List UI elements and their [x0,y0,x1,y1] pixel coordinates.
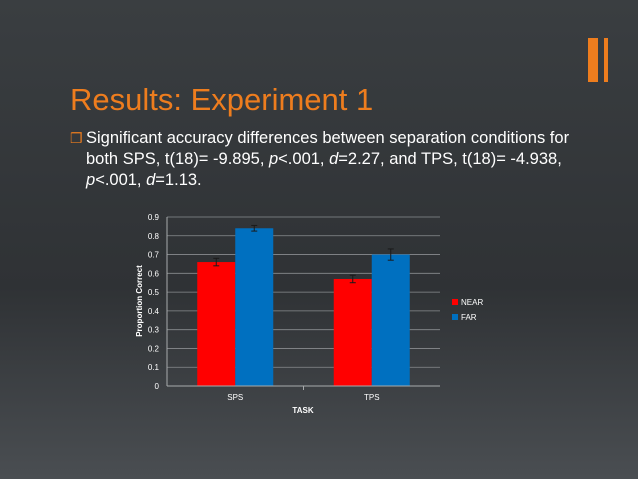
legend-swatch-near [452,299,458,305]
y-tick-label: 0.9 [148,213,160,222]
y-tick-label: 0.8 [148,232,160,241]
legend-swatch-far [452,314,458,320]
axes [166,217,440,390]
bullet-item: ❒ Significant accuracy differences betwe… [70,128,590,191]
tick-labels: 0 0.1 0.2 0.3 0.4 0.5 0.6 0.7 0.8 0.9 SPS TPS [148,213,380,402]
y-tick-label: 0.4 [148,307,160,316]
x-tick-label: SPS [227,393,243,402]
decor-bar-thick [588,38,598,82]
x-tick-label: TPS [364,393,380,402]
bar-near-sps [197,262,236,386]
error-bars [213,224,394,284]
y-axis-title: Proportion Correct [135,265,144,337]
legend: NEAR FAR [452,298,483,322]
y-tick-label: 0.7 [148,251,160,260]
y-tick-label: 0.1 [148,363,160,372]
y-tick-label: 0 [155,382,160,391]
bar-far-tps [371,254,410,386]
slide-title: Results: Experiment 1 [70,82,374,117]
legend-label-far: FAR [461,313,477,322]
bullet-marker-icon: ❒ [70,130,83,146]
y-tick-label: 0.5 [148,288,160,297]
decor-bar-thin [604,38,608,82]
bar-far-sps [235,228,274,386]
bullet-text: Significant accuracy differences between… [86,129,570,189]
legend-label-near: NEAR [461,298,483,307]
y-tick-label: 0.3 [148,326,160,335]
x-axis-title: TASK [292,406,313,415]
y-tick-label: 0.2 [148,344,160,353]
bars [197,228,410,386]
y-tick-label: 0.6 [148,269,160,278]
bar-near-tps [333,278,372,386]
